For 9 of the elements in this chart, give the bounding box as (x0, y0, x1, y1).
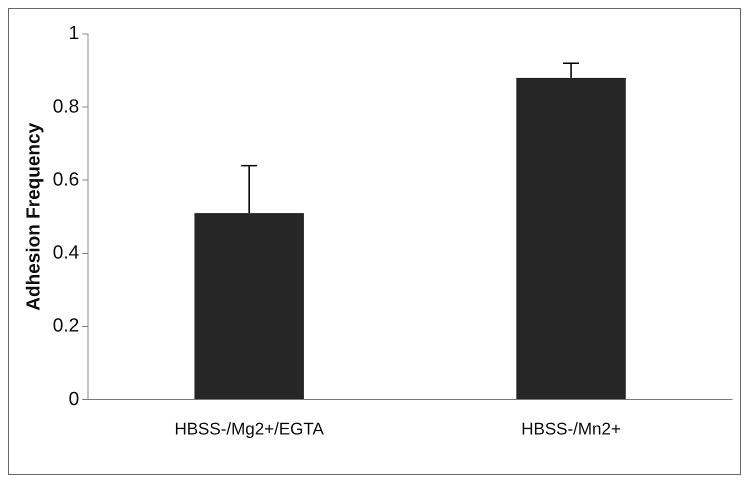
x-tick-label: HBSS-/Mn2+ (521, 419, 621, 438)
y-tick-label: 0.4 (52, 242, 80, 264)
y-tick-label: 0.6 (52, 169, 80, 190)
y-tick-label: 0.8 (52, 96, 80, 118)
y-axis-title: Adhesion Frequency (24, 122, 45, 311)
y-tick-label: 0 (68, 388, 80, 410)
x-tick-label: HBSS-/Mg2+/EGTA (174, 419, 325, 438)
y-tick-label: 0.2 (52, 316, 80, 337)
y-tick-label: 1 (68, 23, 80, 44)
